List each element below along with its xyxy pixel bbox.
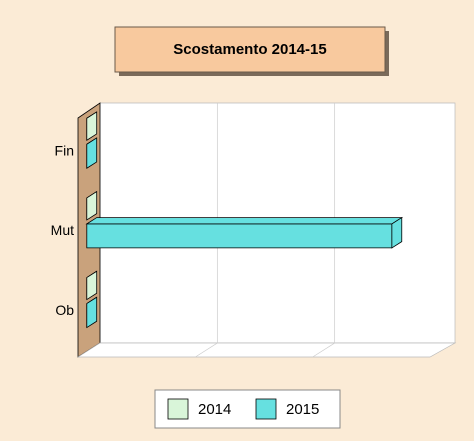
chart-title: Scostamento 2014-15 [173, 41, 326, 58]
y-tick-label: Fin [55, 143, 74, 159]
grid-line [195, 103, 218, 358]
bar-end [86, 296, 98, 329]
bar [85, 216, 404, 249]
bar [86, 270, 98, 301]
bar [86, 137, 98, 169]
y-tick-label: Ob [55, 302, 74, 318]
legend-swatch [167, 398, 189, 420]
bar [86, 296, 98, 329]
bar-end [86, 137, 98, 169]
bar-end [86, 190, 98, 221]
legend-label: 2015 [286, 401, 319, 418]
bar [86, 190, 98, 221]
bar-front [86, 223, 393, 249]
grid-line [312, 103, 336, 358]
bar-end [391, 216, 403, 249]
bar-top [85, 217, 404, 225]
legend-swatch [255, 398, 277, 420]
legend-label: 2014 [198, 401, 231, 418]
title-box [114, 26, 386, 73]
y-tick-label: Mut [51, 222, 74, 238]
bar [86, 111, 98, 141]
bar-end [86, 270, 98, 301]
bar-end [86, 111, 98, 141]
floor [76, 342, 457, 358]
